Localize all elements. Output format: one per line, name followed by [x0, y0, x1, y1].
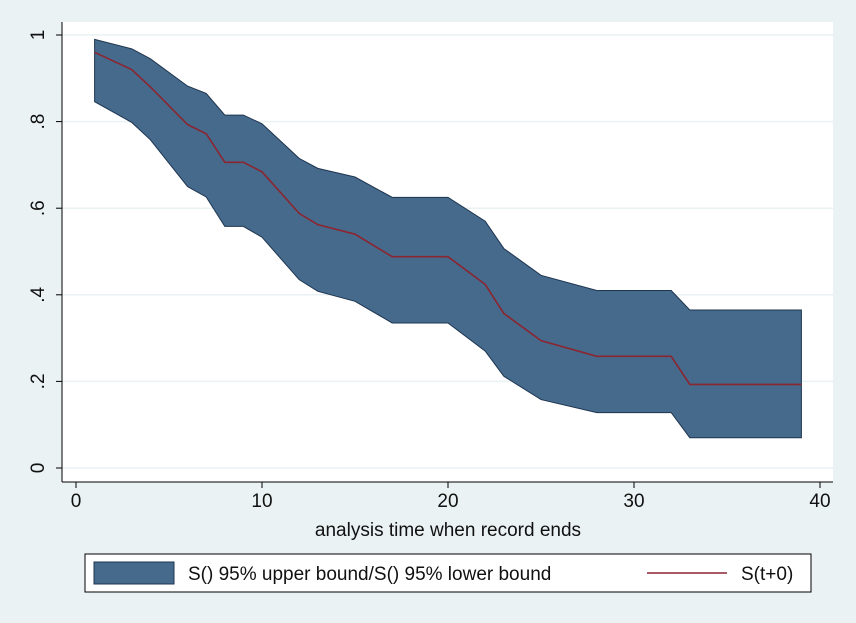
y-axis-ticks: 0 .2 .4 .6 .8 1: [28, 30, 62, 474]
x-axis-ticks: 0 10 20 30 40: [71, 482, 831, 512]
x-tick-label-0: 0: [71, 491, 82, 512]
x-tick-label-1: 10: [251, 491, 272, 512]
legend-swatch-band: [93, 561, 175, 585]
y-tick-label-4: .8: [28, 114, 49, 130]
y-tick-label-0: 0: [28, 463, 49, 474]
legend-label-line: S(t+0): [741, 564, 793, 585]
y-tick-label-1: .2: [28, 373, 49, 389]
x-axis-title: analysis time when record ends: [315, 520, 581, 541]
survival-line-layer: [94, 51, 802, 386]
legend: S() 95% upper bound/S() 95% lower bound …: [84, 553, 812, 593]
y-tick-label-3: .6: [28, 200, 49, 216]
x-tick-label-4: 40: [809, 491, 830, 512]
x-tick-label-3: 30: [623, 491, 644, 512]
y-tick-label-5: 1: [28, 30, 49, 41]
confidence-band-layer: [94, 38, 802, 439]
x-tick-label-2: 20: [437, 491, 458, 512]
confidence-band: [94, 38, 802, 439]
y-tick-label-2: .4: [28, 286, 49, 302]
legend-label-band: S() 95% upper bound/S() 95% lower bound: [188, 564, 551, 585]
survival-line: [94, 51, 802, 386]
